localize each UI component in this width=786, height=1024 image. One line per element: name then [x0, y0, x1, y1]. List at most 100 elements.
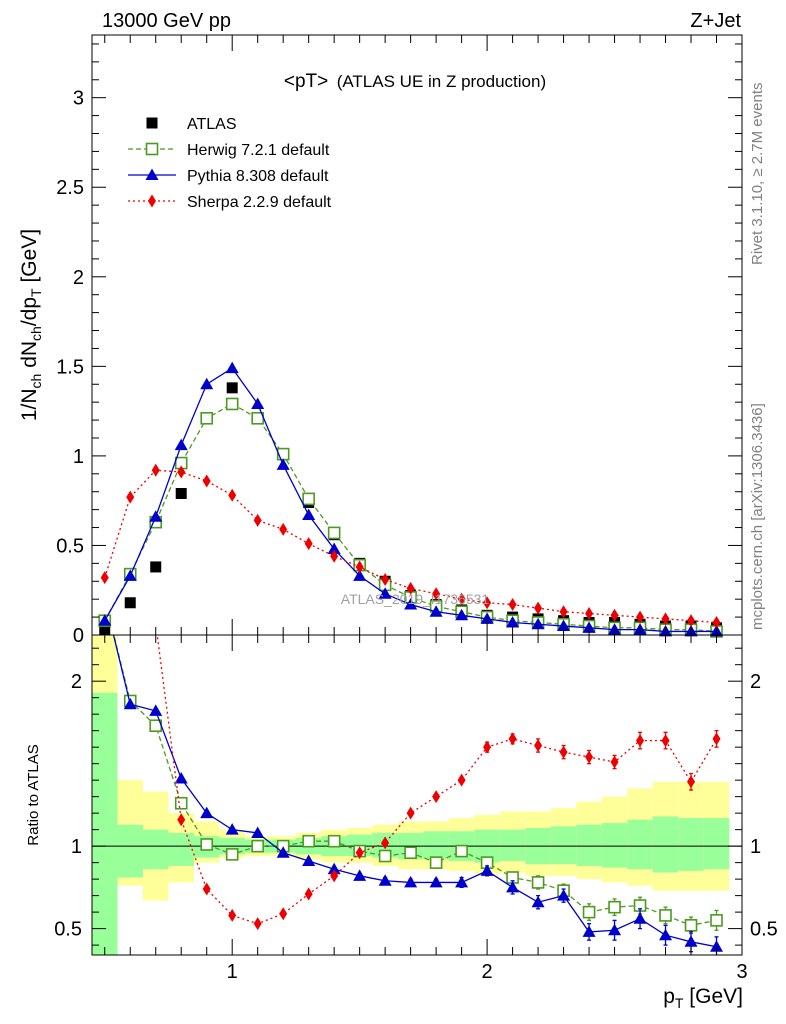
data-point [506, 615, 520, 628]
legend-entry-atlas: ATLAS [146, 116, 237, 133]
main-y-tick-label: 2.5 [56, 177, 84, 199]
ratio-y-axis-label: Ratio to ATLAS [25, 744, 42, 845]
data-point [124, 597, 136, 609]
analysis-watermark: ATLAS_2019_I1736531 [341, 591, 490, 607]
ratio-data-point [712, 732, 721, 746]
data-point [175, 488, 187, 500]
legend-entry-sherpa-2-2-9-default: Sherpa 2.2.9 default [128, 194, 332, 211]
ratio-data-point [508, 732, 517, 746]
ratio-data-point [531, 895, 545, 908]
ratio-data-point [687, 775, 696, 789]
x-tick-label: 2 [482, 961, 493, 983]
x-tick-label: 3 [736, 961, 747, 983]
data-point [557, 619, 571, 632]
series-sherpa-2-2-9-default [100, 463, 721, 629]
stat-uncertainty-band [168, 832, 194, 866]
stat-uncertainty-band [550, 826, 577, 865]
data-point [432, 587, 441, 601]
ratio-panel-frame [91, 634, 743, 956]
ratio-data-point [455, 844, 468, 858]
ratio-data-point [200, 838, 214, 851]
data-point [712, 615, 721, 629]
stat-uncertainty-band [601, 823, 628, 868]
data-point [330, 549, 339, 563]
ratio-data-point [253, 917, 262, 931]
stat-uncertainty-band [576, 824, 602, 866]
ratio-data-point [251, 839, 264, 853]
ratio-data-point [585, 750, 594, 764]
data-point [100, 571, 109, 585]
ratio-data-point [582, 925, 596, 937]
data-point [355, 560, 364, 574]
ratio-data-point [633, 912, 647, 924]
legend-entry-pythia-8-308-default: Pythia 8.308 default [128, 168, 329, 185]
ratio-data-point [251, 826, 265, 838]
data-point [531, 617, 545, 630]
ratio-data-point [174, 772, 188, 784]
data-point [327, 542, 341, 555]
ratio-data-point [98, 592, 111, 604]
data-point [378, 587, 392, 599]
data-point [610, 608, 619, 622]
data-point [276, 458, 290, 470]
data-point [406, 581, 415, 595]
ratio-y-tick-label-left: 1 [71, 836, 82, 858]
data-point [251, 397, 265, 409]
ratio-data-point [200, 806, 214, 819]
ratio-data-point [406, 806, 415, 820]
ratio-data-point [684, 935, 698, 947]
ratio-data-point [659, 909, 672, 922]
stat-uncertainty-band [92, 692, 118, 955]
ratio-data-point [381, 836, 390, 850]
ratio-data-point [202, 882, 211, 896]
data-point [457, 592, 466, 606]
ratio-data-point [429, 856, 443, 869]
ratio-data-point [534, 739, 543, 753]
ratio-data-point [557, 889, 571, 901]
ratio-data-point [355, 846, 364, 860]
ratio-data-point [610, 755, 619, 769]
ratio-data-point [378, 849, 392, 863]
stat-uncertainty-band [423, 831, 449, 860]
ratio-y-tick-label-left: 2 [71, 671, 82, 693]
data-point [200, 411, 214, 425]
mcplots-reference-label: mcplots.cern.ch [arXiv:1306.3436] [749, 403, 766, 630]
main-y-tick-label: 1.5 [56, 356, 84, 378]
data-point [381, 572, 390, 586]
legend-label: ATLAS [187, 116, 237, 133]
data-point [253, 513, 262, 527]
data-point [687, 614, 696, 628]
ratio-data-point [710, 940, 724, 952]
data-point [98, 614, 112, 626]
main-y-axis-label: 1/Nch dNch/dpT [GeV] [18, 229, 44, 421]
ratio-data-point [659, 928, 673, 941]
legend-marker [148, 194, 156, 208]
data-point [202, 474, 211, 488]
ratio-data-point [531, 876, 545, 889]
stat-uncertainty-band [142, 829, 169, 870]
data-point [225, 361, 239, 374]
ratio-data-point [480, 864, 494, 876]
ratio-data-point [684, 919, 698, 932]
data-point [302, 508, 316, 520]
data-point [661, 612, 670, 626]
stat-uncertainty-band [627, 819, 653, 870]
ratio-data-point [636, 734, 645, 748]
stat-uncertainty-band [117, 824, 143, 878]
ratio-data-point [327, 862, 341, 875]
ratio-data-point [455, 875, 469, 888]
data-point [174, 438, 188, 451]
ratio-data-point [483, 740, 492, 754]
ratio-data-point [661, 734, 670, 748]
data-point [480, 612, 494, 624]
ratio-data-point [225, 848, 239, 861]
ratio-data-point [276, 846, 290, 858]
ratio-data-point [99, 593, 110, 604]
data-point [404, 598, 418, 610]
data-point [302, 492, 315, 506]
data-point [327, 526, 341, 540]
data-point [304, 537, 313, 551]
data-point [279, 522, 288, 536]
energy-label: 13000 GeV pp [102, 10, 231, 32]
